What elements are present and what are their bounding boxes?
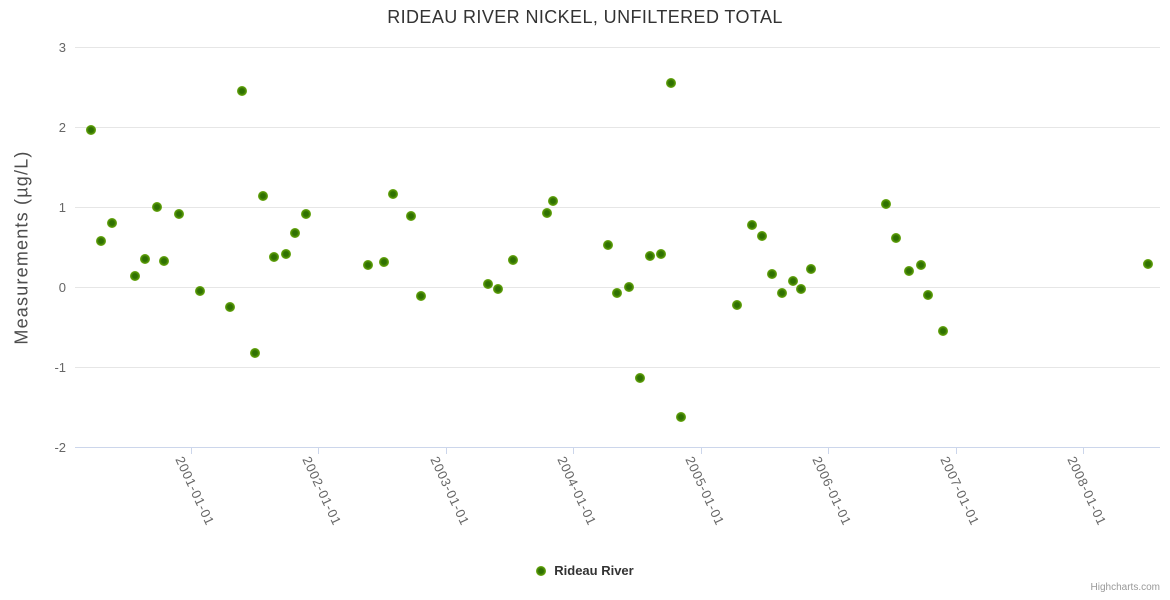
data-point[interactable] (301, 209, 312, 220)
x-tick-label: 2007-01-01 (937, 454, 983, 528)
data-point[interactable] (676, 412, 687, 423)
data-point[interactable] (623, 282, 634, 292)
data-point[interactable] (542, 208, 553, 219)
x-tick-mark (1083, 448, 1085, 454)
y-tick-label: 2 (58, 119, 66, 135)
data-point[interactable] (129, 270, 140, 281)
data-point[interactable] (257, 190, 268, 201)
y-gridline (75, 46, 1160, 48)
y-gridline (75, 366, 1160, 368)
data-point[interactable] (406, 210, 417, 221)
legend-label: Rideau River (554, 563, 634, 578)
data-point[interactable] (280, 249, 291, 260)
y-gridline (75, 286, 1160, 288)
x-tick-mark (955, 448, 957, 454)
data-point[interactable] (915, 260, 926, 271)
data-point[interactable] (656, 249, 667, 260)
chart-title: RIDEAU RIVER NICKEL, UNFILTERED TOTAL (387, 7, 783, 27)
data-point[interactable] (666, 78, 677, 88)
data-point[interactable] (603, 240, 614, 251)
data-point[interactable] (796, 284, 807, 295)
data-point[interactable] (508, 254, 519, 265)
highcharts-credits-link[interactable]: Highcharts.com (1090, 582, 1160, 593)
data-point[interactable] (224, 302, 235, 312)
x-tick-mark (191, 448, 192, 454)
x-tick-mark (573, 448, 575, 454)
data-point[interactable] (746, 219, 757, 230)
data-point[interactable] (388, 189, 399, 200)
x-tick-mark (318, 448, 320, 454)
x-tick-label: 2005-01-01 (682, 454, 728, 528)
data-point[interactable] (787, 276, 798, 287)
x-tick-mark (445, 448, 447, 454)
y-tick-label: 1 (58, 199, 66, 215)
data-point[interactable] (158, 255, 169, 266)
x-tick-label: 2008-01-01 (1064, 454, 1110, 528)
data-point[interactable] (903, 266, 914, 276)
data-point[interactable] (106, 218, 117, 228)
data-point[interactable] (777, 287, 788, 298)
x-axis-line (75, 447, 1160, 448)
data-point[interactable] (85, 125, 96, 136)
y-gridline (75, 206, 1160, 208)
x-tick-label: 2003-01-01 (427, 454, 473, 528)
data-point[interactable] (236, 86, 247, 96)
data-point[interactable] (937, 326, 948, 336)
y-gridline (75, 126, 1160, 128)
y-tick-label: -2 (54, 439, 66, 455)
y-tick-label: 3 (58, 39, 66, 55)
data-point[interactable] (415, 290, 426, 301)
data-point[interactable] (732, 299, 743, 310)
data-point[interactable] (891, 233, 902, 244)
data-point[interactable] (483, 278, 494, 289)
data-point[interactable] (194, 286, 205, 296)
y-tick-label: 0 (58, 279, 66, 295)
data-point[interactable] (757, 230, 768, 241)
data-point[interactable] (922, 290, 933, 300)
data-point[interactable] (378, 257, 389, 268)
data-point[interactable] (290, 228, 301, 239)
legend-item-rideau-river[interactable]: Rideau River (0, 563, 1170, 578)
data-point[interactable] (249, 348, 260, 359)
data-point[interactable] (268, 251, 279, 262)
data-point[interactable] (635, 373, 646, 384)
x-tick-mark (700, 448, 702, 454)
data-point[interactable] (493, 283, 504, 294)
x-tick-mark (828, 448, 830, 454)
data-point[interactable] (173, 209, 184, 220)
y-tick-label: -1 (54, 359, 66, 375)
data-point[interactable] (1142, 258, 1153, 269)
data-point[interactable] (139, 254, 150, 264)
data-point[interactable] (645, 250, 656, 261)
x-tick-label: 2002-01-01 (299, 454, 345, 528)
data-point[interactable] (806, 264, 817, 275)
data-point[interactable] (611, 287, 622, 298)
data-point[interactable] (95, 236, 106, 247)
legend-marker-icon (536, 565, 547, 576)
x-tick-label: 2004-01-01 (554, 454, 600, 528)
data-point[interactable] (363, 260, 374, 271)
x-tick-label: 2001-01-01 (172, 454, 218, 528)
data-point[interactable] (767, 269, 778, 280)
x-tick-label: 2006-01-01 (809, 454, 855, 528)
data-point[interactable] (880, 198, 891, 209)
data-point[interactable] (548, 196, 559, 207)
data-point[interactable] (151, 202, 162, 212)
